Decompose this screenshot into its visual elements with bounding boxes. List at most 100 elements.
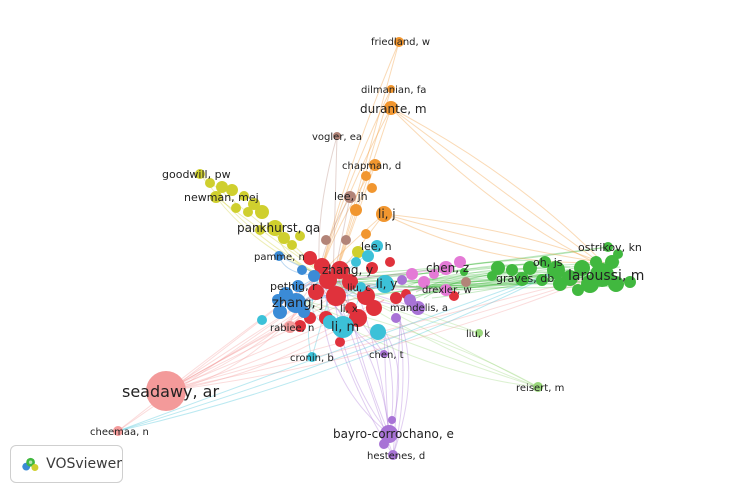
node-hestenes[interactable]: [388, 450, 398, 460]
node-friedland[interactable]: [394, 37, 404, 47]
label-cheemaa[interactable]: cheemaa, n: [90, 427, 149, 438]
network-node[interactable]: [349, 309, 367, 327]
node-graves[interactable]: [515, 272, 529, 286]
network-node[interactable]: [303, 251, 317, 265]
label-li_m[interactable]: li, m: [331, 320, 359, 335]
label-pethig[interactable]: pethig, r: [270, 280, 317, 293]
node-li_y[interactable]: [376, 275, 394, 293]
node-lee_h[interactable]: [371, 240, 383, 252]
label-friedland[interactable]: friedland, w: [371, 37, 430, 48]
label-dilmanian[interactable]: dilmanian, fa: [361, 85, 426, 96]
node-pamme[interactable]: [274, 251, 284, 261]
network-node[interactable]: [255, 225, 265, 235]
network-node[interactable]: [370, 324, 386, 340]
network-node[interactable]: [574, 260, 590, 276]
node-lee_jh[interactable]: [344, 191, 356, 203]
label-ostrikov[interactable]: ostrikov, kn: [578, 241, 642, 254]
label-pankhurst[interactable]: pankhurst, qa: [237, 221, 320, 235]
label-vogler[interactable]: vogler, ea: [312, 132, 362, 143]
network-node[interactable]: [361, 171, 371, 181]
node-ostrikov[interactable]: [603, 242, 613, 252]
network-node[interactable]: [391, 313, 401, 323]
network-node[interactable]: [418, 276, 430, 288]
network-node[interactable]: [278, 232, 290, 244]
label-chen_t[interactable]: chen, t: [369, 350, 404, 361]
network-node[interactable]: [335, 337, 345, 347]
node-dilmanian[interactable]: [387, 85, 395, 93]
network-node[interactable]: [239, 191, 249, 201]
label-bayro[interactable]: bayro-corrochano, e: [333, 427, 454, 441]
network-node[interactable]: [314, 258, 330, 274]
label-durante[interactable]: durante, m: [360, 102, 427, 116]
network-node[interactable]: [367, 183, 377, 193]
network-node[interactable]: [308, 270, 320, 282]
label-lee_jh[interactable]: lee, jh: [334, 190, 368, 203]
label-zhang_j[interactable]: zhang, j: [272, 296, 323, 311]
network-node[interactable]: [248, 198, 260, 210]
network-node[interactable]: [321, 235, 331, 245]
network-node[interactable]: [361, 229, 371, 239]
network-node[interactable]: [553, 277, 567, 291]
node-durante[interactable]: [384, 101, 398, 115]
label-li_j[interactable]: li, j: [378, 207, 396, 221]
label-li_y[interactable]: li, y: [376, 277, 397, 291]
network-node[interactable]: [272, 294, 284, 306]
network-node[interactable]: [390, 292, 402, 304]
network-node[interactable]: [547, 261, 565, 279]
node-oh_js[interactable]: [539, 256, 551, 268]
label-lee_h[interactable]: lee, h: [361, 240, 392, 253]
node-li_x[interactable]: [345, 302, 357, 314]
network-node[interactable]: [308, 284, 324, 300]
label-liu_k[interactable]: liu, k: [466, 329, 490, 340]
network-node[interactable]: [406, 268, 418, 280]
label-chen_z[interactable]: chen, z: [426, 261, 469, 275]
node-laroussi[interactable]: [590, 263, 614, 287]
network-node[interactable]: [326, 286, 346, 306]
network-node[interactable]: [385, 257, 395, 267]
network-node[interactable]: [523, 261, 537, 275]
network-node[interactable]: [295, 231, 305, 241]
node-li_j[interactable]: [376, 206, 392, 222]
node-pankhurst[interactable]: [267, 220, 283, 236]
network-node[interactable]: [342, 274, 358, 290]
network-node[interactable]: [216, 181, 228, 193]
node-rabiee[interactable]: [284, 321, 296, 333]
node-chen_t[interactable]: [380, 350, 388, 358]
node-bayro[interactable]: [380, 425, 398, 443]
label-laroussi[interactable]: laroussi, m: [568, 268, 644, 284]
node-mandelis[interactable]: [411, 301, 425, 315]
label-li_x[interactable]: li, x: [340, 304, 358, 315]
label-goodwill[interactable]: goodwill, pw: [162, 168, 231, 181]
network-node[interactable]: [350, 204, 362, 216]
network-node[interactable]: [231, 203, 241, 213]
node-chapman[interactable]: [369, 159, 381, 171]
label-zhang_y[interactable]: zhang, y: [322, 263, 373, 277]
node-li_m[interactable]: [332, 316, 354, 338]
network-node[interactable]: [429, 269, 439, 279]
network-node[interactable]: [572, 284, 584, 296]
network-node[interactable]: [461, 277, 471, 287]
network-node[interactable]: [255, 205, 269, 219]
network-node[interactable]: [613, 249, 623, 259]
node-pethig[interactable]: [292, 280, 304, 292]
network-node[interactable]: [366, 262, 378, 274]
network-node[interactable]: [294, 320, 306, 332]
node-liu_k[interactable]: [475, 329, 483, 337]
network-node[interactable]: [491, 261, 505, 275]
network-node[interactable]: [404, 294, 416, 306]
network-node[interactable]: [257, 315, 267, 325]
node-goodwill[interactable]: [195, 169, 205, 179]
label-reisert[interactable]: reisert, m: [516, 383, 564, 394]
node-liu_c[interactable]: [356, 282, 366, 292]
label-graves[interactable]: graves, db: [496, 272, 554, 285]
network-node[interactable]: [243, 207, 253, 217]
node-zhang_j[interactable]: [286, 293, 306, 313]
node-chen_z[interactable]: [439, 261, 453, 275]
label-mandelis[interactable]: mandelis, a: [390, 303, 448, 314]
label-liu_c[interactable]: liu, c: [347, 283, 371, 294]
node-cheemaa[interactable]: [113, 426, 123, 436]
vosviewer-logo[interactable]: VOSviewer: [10, 445, 123, 483]
label-drexler[interactable]: drexler, w: [422, 285, 472, 296]
label-rabiee[interactable]: rabiee, n: [270, 323, 314, 334]
